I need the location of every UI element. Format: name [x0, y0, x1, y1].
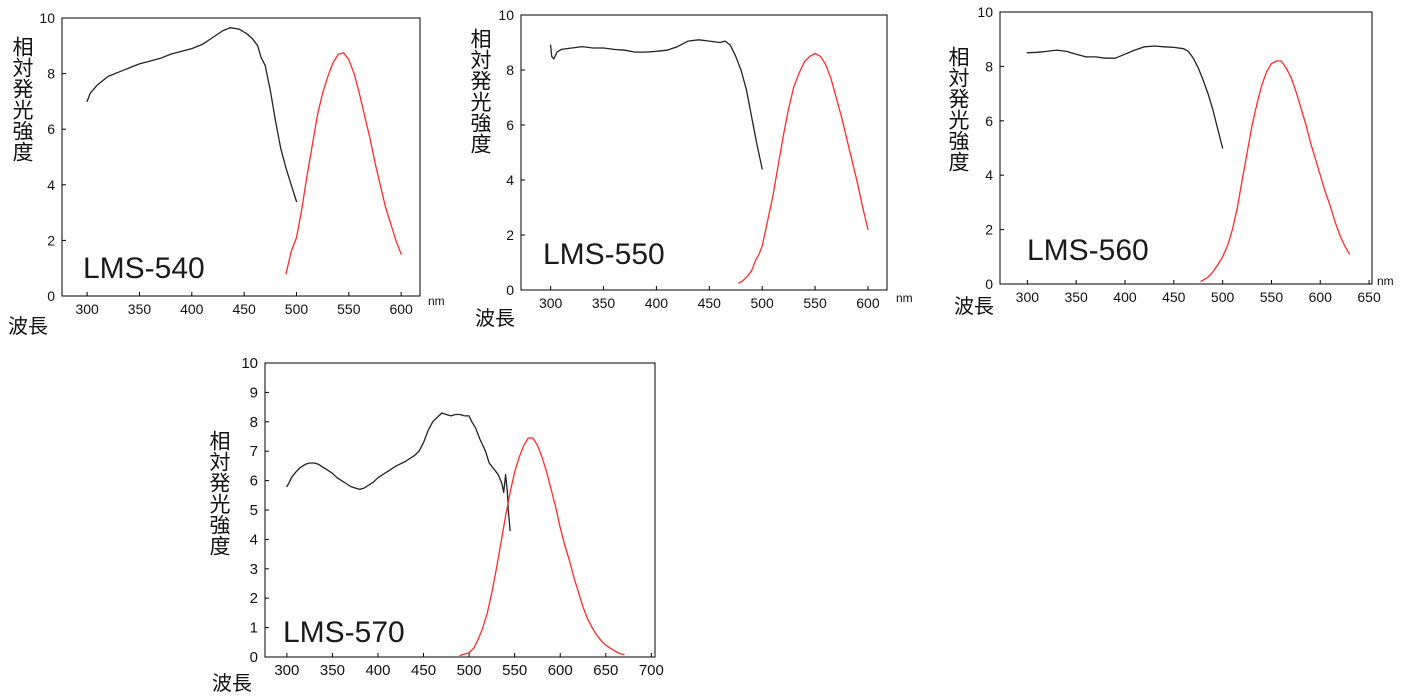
plot-frame [264, 362, 656, 658]
y-tick-label: 2 [985, 222, 993, 238]
series-line-1 [286, 412, 511, 532]
chart-annotation: LMS-560 [1027, 234, 1149, 267]
x-axis-unit: nm [896, 291, 913, 305]
x-tick-label: 450 [698, 295, 722, 311]
y-tick-label: 2 [506, 227, 514, 243]
chart-annotation: LMS-570 [283, 616, 405, 649]
series-line-2 [738, 52, 869, 284]
y-tick-label: 0 [250, 649, 258, 666]
x-axis-label: 波長 [954, 294, 994, 318]
y-tick-label: 10 [241, 355, 258, 372]
series-line-2 [459, 437, 625, 657]
x-axis-label: 波長 [212, 671, 252, 695]
x-tick-label: 600 [548, 662, 573, 679]
x-tick-label: 450 [232, 301, 256, 317]
x-tick-label: 600 [389, 301, 413, 317]
series-line-2 [285, 52, 402, 275]
x-axis-unit: nm [1377, 274, 1394, 288]
y-tick-label: 6 [47, 121, 55, 137]
y-tick-label: 6 [506, 117, 514, 133]
x-tick-label: 350 [128, 301, 152, 317]
y-tick-label: 9 [250, 384, 258, 401]
y-tick-label: 0 [47, 288, 55, 304]
y-tick-label: 1 [250, 620, 258, 637]
x-tick-label: 350 [1064, 289, 1088, 305]
y-axis-label: 相対発光強度 [468, 28, 492, 154]
y-tick-label: 4 [985, 167, 993, 183]
y-tick-label: 8 [250, 414, 258, 431]
y-tick-label: 6 [985, 113, 993, 129]
y-tick-label: 6 [250, 473, 258, 490]
y-axis-label: 相対発光強度 [207, 430, 231, 556]
x-tick-label: 500 [1211, 289, 1235, 305]
x-tick-label: 300 [539, 295, 563, 311]
x-tick-label: 650 [1357, 289, 1381, 305]
y-tick-label: 3 [250, 561, 258, 578]
x-axis-unit: nm [428, 294, 445, 308]
x-tick-label: 400 [365, 662, 390, 679]
plot-frame [999, 11, 1373, 285]
x-tick-label: 300 [1016, 289, 1040, 305]
x-tick-label: 550 [502, 662, 527, 679]
x-axis-label: 波長 [8, 314, 48, 338]
y-tick-label: 0 [506, 282, 514, 298]
x-tick-label: 500 [285, 301, 309, 317]
plot-area: 300 350 400 450 500 550 600 0 2 4 6 8 10 [498, 7, 888, 311]
chart-annotation: LMS-540 [83, 252, 205, 285]
y-axis-label: 相対発光強度 [10, 36, 34, 162]
chart-annotation: LMS-550 [543, 238, 665, 271]
series-line-1 [86, 27, 298, 203]
x-tick-label: 400 [1113, 289, 1137, 305]
x-tick-label: 500 [750, 295, 774, 311]
y-tick-label: 4 [47, 177, 55, 193]
y-tick-label: 8 [985, 58, 993, 74]
plot-area: 300 350 400 450 500 550 600 650 700 0 1 2 3 4 5 6 7 8 9 10 [241, 355, 664, 679]
plot-frame [520, 14, 888, 291]
y-tick-label: 2 [47, 232, 55, 248]
x-tick-label: 550 [803, 295, 827, 311]
y-tick-label: 2 [250, 590, 258, 607]
y-tick-label: 7 [250, 443, 258, 460]
plot-area: 300 350 400 450 500 550 600 650 0 2 4 6 8 10 [977, 4, 1381, 305]
x-tick-label: 550 [337, 301, 361, 317]
x-tick-label: 500 [457, 662, 482, 679]
y-tick-label: 4 [506, 172, 514, 188]
x-tick-label: 450 [411, 662, 436, 679]
y-tick-label: 8 [47, 66, 55, 82]
x-tick-label: 550 [1260, 289, 1284, 305]
y-tick-label: 5 [250, 502, 258, 519]
plot-area: 300 350 400 450 500 550 600 0 2 4 6 8 10 [39, 10, 421, 317]
x-tick-label: 650 [593, 662, 618, 679]
x-tick-label: 600 [856, 295, 880, 311]
x-tick-label: 350 [592, 295, 616, 311]
x-tick-label: 300 [274, 662, 299, 679]
series-line-2 [1200, 60, 1351, 282]
series-line-1 [1026, 45, 1224, 149]
plot-frame [61, 17, 421, 297]
x-axis-label: 波長 [475, 306, 515, 330]
x-tick-label: 450 [1162, 289, 1186, 305]
x-tick-label: 400 [645, 295, 669, 311]
series-line-1 [549, 39, 763, 170]
y-tick-label: 0 [985, 276, 993, 292]
y-tick-label: 4 [250, 531, 258, 548]
y-tick-label: 10 [977, 4, 993, 20]
x-tick-label: 700 [639, 662, 664, 679]
y-axis-label: 相対発光強度 [946, 46, 970, 172]
x-tick-label: 350 [320, 662, 345, 679]
y-tick-label: 10 [39, 10, 55, 26]
y-tick-label: 8 [506, 62, 514, 78]
x-tick-label: 600 [1309, 289, 1333, 305]
x-tick-label: 300 [75, 301, 99, 317]
x-tick-label: 400 [180, 301, 204, 317]
y-tick-label: 10 [498, 7, 514, 23]
